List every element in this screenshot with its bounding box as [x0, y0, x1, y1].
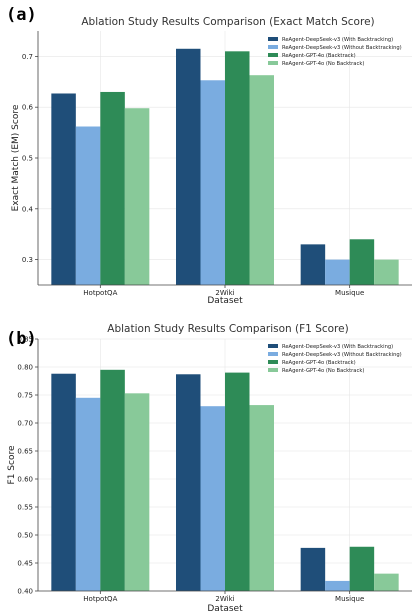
y-tick-label: 0.5	[22, 155, 33, 163]
bar	[200, 80, 225, 285]
y-axis-label: Exact Match (EM) Score	[11, 104, 21, 211]
legend: ReAgent-DeepSeek-v3 (With Backtracking) R…	[268, 37, 402, 67]
bar	[124, 393, 150, 591]
x-tick-label: 2Wiki	[215, 289, 234, 297]
y-tick-label: 0.6	[22, 104, 34, 112]
chart-panel-f1: 0.40 0.45 0.50 0.55 0.60 0.65 0.70 0.75 0.80 0.85…	[6, 323, 412, 614]
legend-swatch	[268, 61, 278, 65]
legend-swatch	[268, 37, 278, 41]
legend-entry: ReAgent-GPT-4o (No Backtrack)	[282, 368, 364, 374]
chart-title: Ablation Study Results Comparison (F1 Sc…	[107, 323, 348, 335]
bar	[249, 75, 274, 285]
bar	[51, 373, 76, 591]
y-tick-label: 0.80	[17, 364, 33, 372]
legend: ReAgent-DeepSeek-v3 (With Backtracking) R…	[268, 344, 402, 374]
y-tick-label: 0.75	[17, 392, 33, 400]
panel-label: (b)	[6, 329, 37, 349]
bar	[300, 547, 326, 591]
chart-title: Ablation Study Results Comparison (Exact…	[81, 16, 374, 28]
legend-swatch	[268, 45, 278, 49]
y-tick-label: 0.40	[17, 588, 33, 596]
bar	[124, 108, 150, 285]
x-tick-label: Musique	[335, 289, 364, 297]
bar	[75, 126, 101, 285]
legend-swatch	[268, 352, 278, 356]
bar	[51, 93, 76, 285]
y-tick-label: 0.60	[17, 476, 33, 484]
x-tick-label: HotpotQA	[83, 595, 117, 603]
y-tick-label: 0.85	[17, 336, 33, 344]
bar	[325, 580, 350, 591]
bar	[374, 259, 399, 285]
bar	[176, 374, 201, 591]
bar	[374, 573, 399, 591]
legend-entry: ReAgent-DeepSeek-v3 (Without Backtrackin…	[282, 45, 402, 51]
x-tick-label: Musique	[335, 595, 364, 603]
bar	[349, 546, 375, 591]
bar	[75, 397, 101, 591]
bar	[100, 91, 125, 286]
y-axis-label: F1 Score	[7, 445, 17, 484]
legend-entry: ReAgent-GPT-4o (Backtrack)	[282, 360, 356, 366]
y-tick-label: 0.50	[17, 532, 33, 540]
bar	[200, 406, 225, 591]
y-tick-label: 0.65	[17, 448, 33, 456]
panel-label: (a)	[6, 5, 37, 25]
x-axis-label: Dataset	[207, 296, 243, 306]
y-tick-label: 0.3	[22, 256, 33, 264]
x-axis-label: Dataset	[207, 604, 243, 614]
y-tick-label: 0.70	[17, 420, 33, 428]
y-tick-label: 0.55	[17, 504, 33, 512]
legend-entry: ReAgent-DeepSeek-v3 (With Backtracking)	[282, 344, 393, 350]
bar	[176, 48, 201, 285]
bar	[225, 372, 250, 591]
bar	[225, 51, 250, 285]
y-tick-label: 0.7	[22, 53, 33, 61]
legend-swatch	[268, 368, 278, 372]
bar	[300, 244, 326, 285]
legend-entry: ReAgent-DeepSeek-v3 (With Backtracking)	[282, 37, 393, 43]
legend-entry: ReAgent-GPT-4o (Backtrack)	[282, 53, 356, 59]
legend-swatch	[268, 360, 278, 364]
legend-swatch	[268, 53, 278, 57]
x-tick-label: 2Wiki	[215, 595, 234, 603]
x-tick-label: HotpotQA	[83, 289, 117, 297]
bar	[325, 259, 350, 285]
bar	[349, 239, 375, 285]
bar	[249, 405, 274, 591]
legend-entry: ReAgent-DeepSeek-v3 (Without Backtrackin…	[282, 352, 402, 358]
legend-entry: ReAgent-GPT-4o (No Backtrack)	[282, 61, 364, 67]
chart-panel-em: 0.3 0.4 0.5 0.6 0.7 HotpotQA 2Wiki Musique Datas…	[6, 5, 412, 306]
bar	[100, 369, 125, 591]
y-tick-label: 0.45	[17, 560, 33, 568]
legend-swatch	[268, 344, 278, 348]
y-tick-label: 0.4	[22, 205, 34, 213]
